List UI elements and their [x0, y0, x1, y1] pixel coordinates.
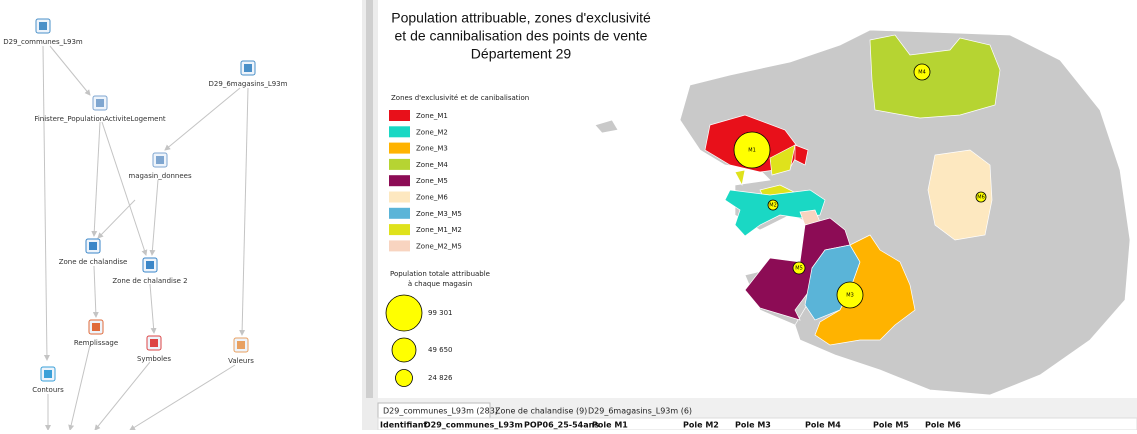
node-icon-inner: [150, 339, 158, 347]
store-label: M1: [748, 148, 756, 154]
map-title: Département 29: [471, 46, 572, 62]
legend-label: Zone_M2: [416, 128, 448, 136]
tab-label[interactable]: D29_communes_L93m (283): [383, 407, 498, 416]
store-label: M3: [846, 293, 854, 299]
node-label[interactable]: Finistere_PopulationActiviteLogement: [34, 115, 166, 123]
node-label[interactable]: magasin_donnees: [128, 172, 192, 180]
legend-swatch: [389, 175, 410, 187]
node-icon-inner: [156, 156, 164, 164]
node-icon-inner: [44, 370, 52, 378]
column-header[interactable]: POP06_25-54ans: [524, 421, 599, 430]
store-label: M6: [977, 195, 985, 201]
legend-swatch: [389, 207, 410, 219]
node-label[interactable]: D29_6magasins_L93m: [209, 80, 288, 88]
node-icon-inner: [39, 22, 47, 30]
node-icon-inner: [96, 99, 104, 107]
legend-label: Zone_M3: [416, 145, 448, 153]
node-icon-inner: [92, 323, 100, 331]
legend-swatch: [389, 224, 410, 236]
size-legend-circle: [395, 369, 413, 387]
node-label[interactable]: Contours: [32, 386, 64, 394]
column-header[interactable]: Pole M6: [925, 421, 961, 430]
node-icon-inner: [89, 242, 97, 250]
column-header[interactable]: Pole M5: [873, 421, 909, 430]
legend-label: Zone_M4: [416, 161, 448, 169]
store-label: M5: [795, 266, 803, 272]
workflow-edges: [42, 45, 249, 431]
node-icon-inner: [244, 64, 252, 72]
tab-label[interactable]: Zone de chalandise (9): [495, 407, 587, 416]
store-label: M2: [769, 203, 777, 209]
legend-swatch: [389, 126, 410, 138]
store-marker: [975, 191, 987, 203]
store-marker: [733, 131, 771, 169]
legend-title: Zones d'exclusivité et de canibalisation: [391, 94, 529, 102]
column-header[interactable]: Pole M3: [735, 421, 771, 430]
node-label[interactable]: Symboles: [137, 355, 171, 363]
column-header[interactable]: Identifiant: [380, 421, 427, 430]
node-label[interactable]: Zone de chalandise 2: [112, 277, 187, 285]
store-label: M4: [918, 70, 926, 76]
node-label[interactable]: D29_communes_L93m: [3, 38, 83, 46]
legend-swatch: [389, 142, 410, 154]
column-header[interactable]: Pole M4: [805, 421, 841, 430]
column-header[interactable]: Pole M1: [592, 421, 628, 430]
size-legend-label: 99 301: [428, 309, 453, 317]
size-legend-title: Population totale attribuable: [390, 270, 490, 278]
size-legend-circle: [391, 337, 417, 363]
node-icon-inner: [237, 341, 245, 349]
node-label[interactable]: Remplissage: [74, 339, 118, 347]
scrollbar[interactable]: [366, 0, 373, 398]
legend-label: Zone_M6: [416, 194, 448, 202]
legend-label: Zone_M1: [416, 112, 448, 120]
map-title: et de cannibalisation des points de vent…: [395, 28, 648, 44]
node-label[interactable]: Valeurs: [228, 357, 254, 365]
store-marker: [913, 63, 931, 81]
store-marker: [836, 281, 864, 309]
workflow-panel: [0, 0, 362, 430]
map-shapes: [594, 29, 1131, 396]
size-legend-title: à chaque magasin: [408, 280, 472, 288]
map-title: Population attribuable, zones d'exclusiv…: [391, 10, 651, 26]
column-header[interactable]: Pole M2: [683, 421, 719, 430]
legend-swatch: [389, 110, 410, 121]
legend-label: Zone_M1_M2: [416, 226, 462, 234]
legend-swatch: [389, 191, 410, 203]
size-legend-label: 24 826: [428, 374, 453, 382]
legend-swatch: [389, 240, 410, 252]
legend-label: Zone_M3_M5: [416, 210, 462, 218]
store-marker: [767, 199, 779, 211]
legend-label: Zone_M5: [416, 177, 448, 185]
node-icon-inner: [146, 261, 154, 269]
store-marker: [792, 261, 806, 275]
node-label[interactable]: Zone de chalandise: [59, 258, 128, 266]
column-header[interactable]: D29_communes_L93m: [424, 421, 523, 430]
tab-label[interactable]: D29_6magasins_L93m (6): [588, 407, 692, 416]
legend-swatch: [389, 158, 410, 170]
size-legend-circle: [385, 294, 423, 332]
legend-label: Zone_M2_M5: [416, 242, 462, 250]
size-legend-label: 49 650: [428, 346, 453, 354]
